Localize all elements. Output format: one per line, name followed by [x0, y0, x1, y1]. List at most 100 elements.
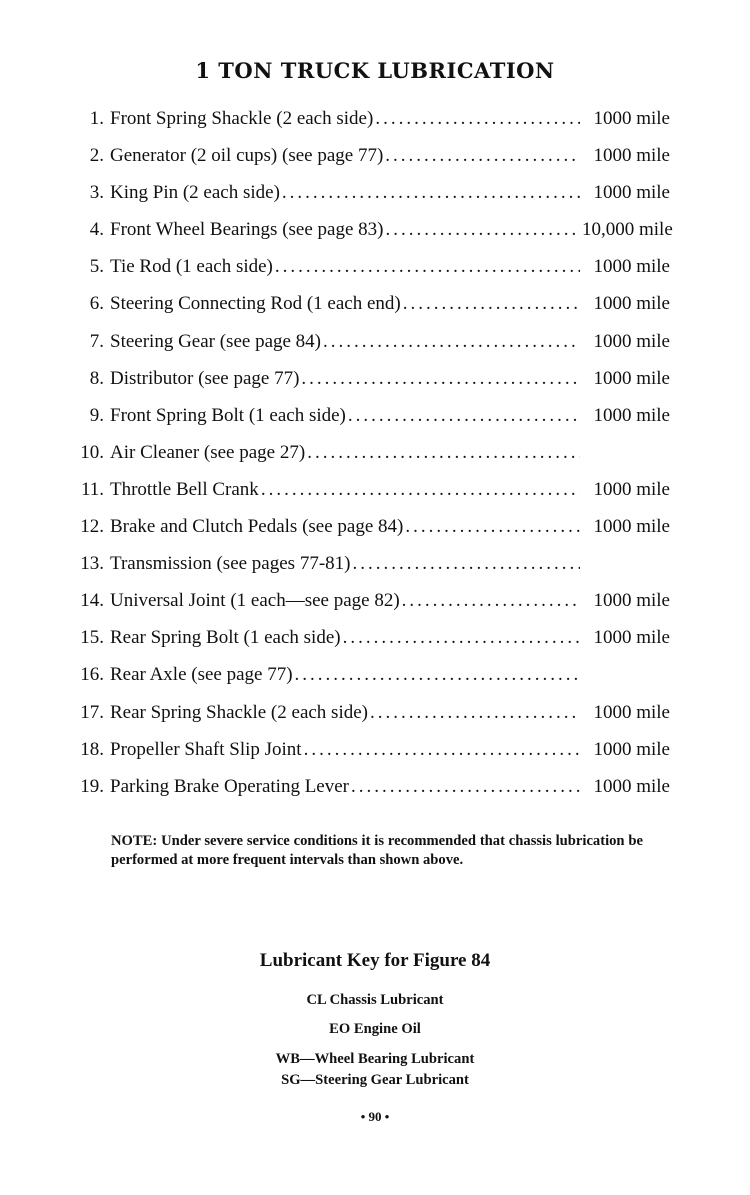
dot-leader: [402, 590, 580, 612]
item-number: 9.: [89, 404, 104, 426]
item-label: Brake and Clutch Pedals (see page 84): [110, 516, 404, 538]
page-number: • 90 •: [360, 1109, 390, 1124]
item-number: 3.: [89, 182, 104, 204]
item-number: 15.: [80, 627, 104, 649]
list-item: 17. Rear Spring Shackle (2 each side) 1000…: [70, 702, 670, 739]
list-item: 16. Rear Axle (see page 77): [70, 664, 670, 701]
list-item: 3. King Pin (2 each side) 1000 mile: [70, 182, 670, 219]
item-number: 5.: [89, 256, 104, 278]
item-interval: 1000 mile: [593, 293, 670, 315]
list-item: 11. Throttle Bell Crank 1000 mile: [70, 479, 670, 516]
dot-leader: [261, 479, 580, 501]
item-label: Air Cleaner (see page 27): [110, 441, 306, 463]
list-item: 6. Steering Connecting Rod (1 each end) 10…: [70, 293, 670, 330]
item-interval: 1000 mile: [593, 182, 670, 204]
dot-leader: [352, 553, 580, 575]
item-label: Steering Connecting Rod (1 each end): [110, 293, 401, 315]
dot-leader: [370, 702, 580, 724]
item-number: 17.: [80, 701, 104, 723]
item-label: Front Spring Bolt (1 each side): [110, 404, 346, 426]
list-item: 10. Air Cleaner (see page 27): [70, 442, 670, 479]
item-number: 10.: [80, 441, 104, 463]
dot-leader: [348, 405, 580, 427]
item-label: Rear Spring Shackle (2 each side): [110, 701, 368, 723]
item-number: 11.: [80, 478, 104, 500]
item-label: Tie Rod (1 each side): [110, 256, 273, 278]
item-number: 16.: [80, 664, 104, 686]
item-number: 7.: [89, 330, 104, 352]
dot-leader: [301, 368, 580, 390]
item-number: 14.: [80, 590, 104, 612]
item-label: King Pin (2 each side): [110, 182, 280, 204]
item-number: 8.: [89, 367, 104, 389]
item-interval: 10,000 mile: [582, 219, 673, 241]
dot-leader: [405, 516, 580, 538]
dot-leader: [385, 145, 580, 167]
key-item: SG—Steering Gear Lubricant: [281, 1072, 469, 1088]
item-label: Rear Axle (see page 77): [110, 664, 293, 686]
list-item: 9. Front Spring Bolt (1 each side) 1000 mi…: [70, 405, 670, 442]
item-label: Front Wheel Bearings (see page 83): [110, 219, 384, 241]
item-interval: 1000 mile: [593, 108, 670, 129]
dot-leader: [304, 739, 580, 761]
item-interval: 1000 mile: [593, 256, 670, 278]
list-item: 14. Universal Joint (1 each—see page 82) 1…: [70, 590, 670, 627]
item-interval: 1000 mile: [593, 775, 670, 797]
item-interval: 1000 mile: [593, 367, 670, 389]
item-label: Steering Gear (see page 84): [110, 330, 322, 352]
item-number: 13.: [80, 553, 104, 575]
item-label: Generator (2 oil cups) (see page 77): [110, 145, 384, 167]
lubrication-list: (function(){ const d = JSON.parse(docume…: [70, 108, 673, 813]
list-item: 19. Parking Brake Operating Lever 1000 mil…: [70, 776, 670, 813]
key-item: EO Engine Oil: [329, 1021, 421, 1037]
item-label: Front Spring Shackle (2 each side): [110, 108, 374, 129]
dot-leader: [343, 627, 580, 649]
item-number: 1.: [89, 108, 104, 129]
dot-leader: [375, 108, 580, 130]
item-label: Distributor (see page 77): [110, 367, 300, 389]
key-item: CL Chassis Lubricant: [306, 992, 444, 1008]
item-label: Rear Spring Bolt (1 each side): [110, 627, 341, 649]
item-number: 19.: [80, 775, 104, 797]
list-item: 12. Brake and Clutch Pedals (see page 84)…: [70, 516, 670, 553]
key-item: WB—Wheel Bearing Lubricant: [275, 1051, 475, 1067]
item-interval: 1000 mile: [593, 478, 670, 500]
item-label: Transmission (see pages 77-81): [110, 553, 351, 575]
item-interval: 1000 mile: [593, 404, 670, 426]
item-interval: 1000 mile: [593, 701, 670, 723]
item-label: Parking Brake Operating Lever: [110, 775, 349, 797]
item-interval: 1000 mile: [593, 738, 670, 760]
item-label: Throttle Bell Crank: [110, 478, 259, 500]
list-item: 8. Distributor (see page 77) 1000 mile: [70, 368, 670, 405]
item-number: 2.: [89, 145, 104, 167]
page-title: 1 TON TRUCK LUBRICATION: [195, 58, 555, 83]
list-item: 7. Steering Gear (see page 84) 1000 mile: [70, 331, 670, 368]
dot-leader: [323, 331, 580, 353]
note-text: NOTE: Under severe service conditions it…: [111, 833, 643, 868]
item-number: 18.: [80, 738, 104, 760]
dot-leader: [282, 182, 580, 204]
list-item: 4. Front Wheel Bearings (see page 83) 10,0…: [70, 219, 673, 256]
item-interval: 1000 mile: [593, 516, 670, 538]
item-interval: 1000 mile: [593, 145, 670, 167]
item-number: 6.: [89, 293, 104, 315]
dot-leader: [385, 219, 580, 241]
item-label: Propeller Shaft Slip Joint: [110, 738, 302, 760]
list-item: 2. Generator (2 oil cups) (see page 77) 10…: [70, 145, 670, 182]
dot-leader: [295, 664, 580, 686]
item-interval: 1000 mile: [593, 627, 670, 649]
dot-leader: [275, 256, 580, 278]
item-number: 12.: [80, 516, 104, 538]
dot-leader: [307, 442, 580, 464]
item-number: 4.: [89, 219, 104, 241]
list-item: 15. Rear Spring Bolt (1 each side) 1000 mi…: [70, 627, 670, 664]
lubricant-key-title: Lubricant Key for Figure 84: [259, 950, 491, 971]
list-item: 1. Front Spring Shackle (2 each side) 1000…: [70, 108, 670, 145]
list-item: 18. Propeller Shaft Slip Joint 1000 mile: [70, 739, 670, 776]
list-item: 5. Tie Rod (1 each side) 1000 mile: [70, 256, 670, 293]
item-interval: 1000 mile: [593, 590, 670, 612]
dot-leader: [351, 776, 580, 798]
dot-leader: [403, 293, 580, 315]
list-item: 13. Transmission (see pages 77-81): [70, 553, 670, 590]
item-interval: 1000 mile: [593, 330, 670, 352]
